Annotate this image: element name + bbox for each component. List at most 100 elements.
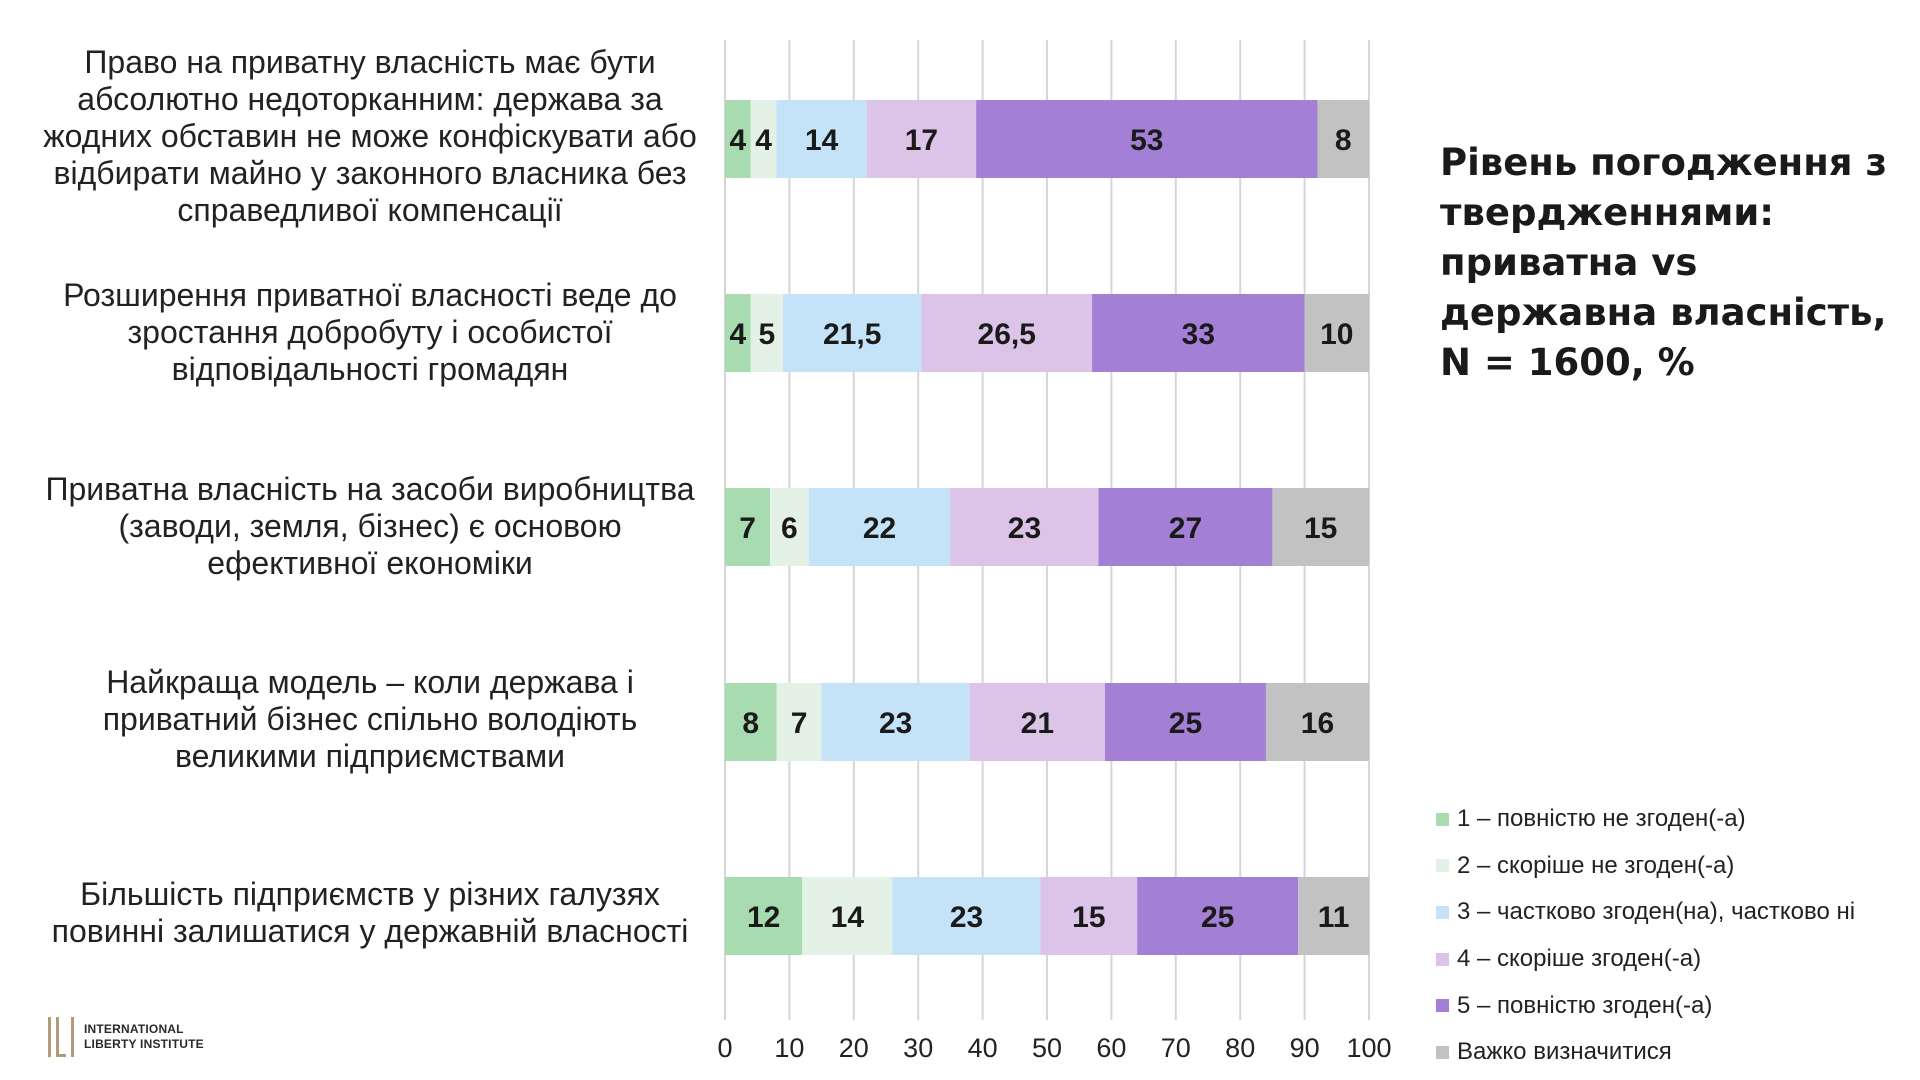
legend-swatch-6 (1436, 1045, 1449, 1059)
chart-title: Рівень погодження з твердженнями: приват… (1440, 141, 1887, 384)
legend-item-6: Важко визначитися (1436, 1029, 1920, 1076)
legend-swatch-2 (1436, 859, 1449, 873)
data-label-4-5: 25 (1169, 707, 1202, 740)
data-label-2-5: 33 (1182, 318, 1215, 351)
bar-segment-5-4 (1040, 877, 1138, 955)
data-label-5-6: 11 (1318, 901, 1350, 934)
bar-segment-1-2 (750, 100, 777, 178)
x-tick-20: 20 (839, 1033, 869, 1063)
legend-item-2: 2 – скоріше не згоден(-а) (1436, 843, 1920, 890)
data-label-2-1: 4 (730, 318, 747, 351)
bar-segment-1-1 (725, 100, 751, 178)
x-tick-90: 90 (1290, 1033, 1320, 1063)
data-label-1-2: 4 (755, 124, 772, 157)
bar-segment-1-3 (776, 100, 867, 178)
legend-swatch-1 (1436, 812, 1449, 826)
data-label-1-3: 14 (805, 124, 839, 157)
bar-segment-2-2 (750, 294, 783, 372)
data-label-4-3: 23 (879, 707, 912, 740)
bar-segment-3-5 (1098, 488, 1273, 566)
legend-label-2: 2 – скоріше не згоден(-а) (1457, 851, 1735, 879)
bar-segment-3-4 (950, 488, 1099, 566)
logo-text: International Liberty Institute (84, 1022, 204, 1052)
data-label-3-5: 27 (1169, 512, 1202, 545)
bar-segment-4-6 (1265, 683, 1369, 761)
data-label-5-3: 23 (950, 901, 983, 934)
legend-item-3: 3 – частково згоден(на), частково ні (1436, 889, 1920, 936)
category-label-4: Найкраща модель – коли держава і приватн… (102, 664, 638, 774)
legend-item-1: 1 – повністю не згоден(-а) (1436, 796, 1920, 843)
bar-segment-3-6 (1272, 488, 1369, 566)
legend-label-1: 1 – повністю не згоден(-а) (1457, 805, 1746, 833)
bar-segment-5-6 (1298, 877, 1369, 955)
bar-segment-1-5 (976, 100, 1318, 178)
x-tick-40: 40 (968, 1033, 998, 1063)
logo-mark-icon (48, 1017, 74, 1057)
data-label-2-6: 10 (1320, 318, 1353, 351)
x-tick-50: 50 (1032, 1033, 1062, 1063)
data-label-3-4: 23 (1008, 512, 1041, 545)
data-label-1-1: 4 (730, 124, 747, 157)
legend-swatch-3 (1436, 905, 1449, 919)
data-label-3-1: 7 (739, 512, 756, 545)
data-label-4-6: 16 (1301, 707, 1334, 740)
legend-label-6: Важко визначитися (1457, 1038, 1672, 1066)
legend-swatch-4 (1436, 952, 1449, 966)
bar-segment-3-2 (770, 488, 809, 566)
bar-segment-3-1 (725, 488, 771, 566)
data-label-5-1: 12 (747, 901, 780, 934)
data-label-5-5: 25 (1201, 901, 1234, 934)
category-label-2: Розширення приватної власності веде до з… (63, 277, 677, 387)
bar-segment-1-4 (866, 100, 977, 178)
data-label-4-1: 8 (742, 707, 759, 740)
legend-item-5: 5 – повністю згоден(-а) (1436, 982, 1920, 1029)
bar-segment-4-3 (821, 683, 970, 761)
bar-segment-5-5 (1137, 877, 1299, 955)
data-label-1-6: 8 (1335, 124, 1352, 157)
data-label-4-2: 7 (791, 707, 808, 740)
data-label-5-2: 14 (831, 901, 865, 934)
x-tick-0: 0 (717, 1033, 732, 1063)
logo-line-2: Liberty Institute (84, 1037, 204, 1051)
x-tick-30: 30 (903, 1033, 933, 1063)
data-label-3-2: 6 (781, 512, 798, 545)
legend-swatch-5 (1436, 999, 1449, 1013)
x-tick-70: 70 (1161, 1033, 1191, 1063)
bar-segment-2-3 (782, 294, 922, 372)
legend: 1 – повністю не згоден(-а) 2 – скоріше не… (1436, 796, 1920, 1076)
bar-segment-2-5 (1092, 294, 1305, 372)
bar-segment-4-2 (776, 683, 822, 761)
bar-segment-4-4 (969, 683, 1105, 761)
category-label-3: Приватна власність на засоби виробництва… (45, 471, 695, 581)
x-tick-60: 60 (1096, 1033, 1126, 1063)
legend-label-3: 3 – частково згоден(на), частково ні (1457, 898, 1856, 926)
data-label-4-4: 21 (1021, 707, 1054, 740)
data-label-1-5: 53 (1130, 124, 1163, 157)
data-label-1-4: 17 (905, 124, 938, 157)
bar-segment-2-6 (1304, 294, 1369, 372)
logo: International Liberty Institute (46, 1015, 204, 1059)
category-label-1: Право на приватну власність має бути абс… (43, 44, 697, 228)
bar-segment-3-3 (808, 488, 951, 566)
bar-segment-5-1 (725, 877, 803, 955)
bar-segment-4-5 (1104, 683, 1266, 761)
bar-segment-5-3 (892, 877, 1041, 955)
bar-segment-4-1 (725, 683, 777, 761)
data-label-5-4: 15 (1072, 901, 1105, 934)
bar-segment-5-2 (802, 877, 893, 955)
bar-segment-2-4 (921, 294, 1093, 372)
bar-segment-2-1 (725, 294, 751, 372)
data-label-2-2: 5 (759, 318, 776, 351)
x-tick-100: 100 (1346, 1033, 1391, 1063)
legend-item-4: 4 – скоріше згоден(-а) (1436, 936, 1920, 983)
x-tick-80: 80 (1225, 1033, 1255, 1063)
legend-label-4: 4 – скоріше згоден(-а) (1457, 945, 1702, 973)
bar-segment-1-6 (1317, 100, 1369, 178)
legend-label-5: 5 – повністю згоден(-а) (1457, 991, 1713, 1019)
data-label-3-3: 22 (863, 512, 896, 545)
data-label-2-3: 21,5 (823, 318, 881, 351)
x-tick-10: 10 (774, 1033, 804, 1063)
data-label-3-6: 15 (1304, 512, 1337, 545)
